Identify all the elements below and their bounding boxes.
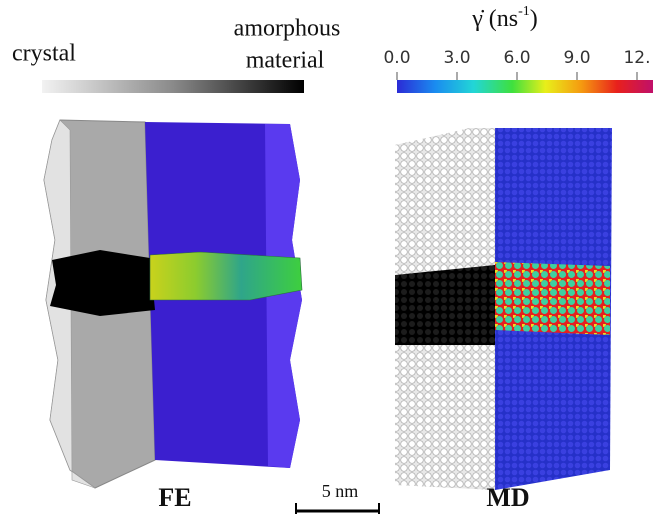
title: γ̇ (ns bbox=[471, 6, 518, 32]
colorbar bbox=[397, 80, 653, 93]
panel-label: MD bbox=[486, 483, 529, 512]
colorbar-tick-label: 9.0 bbox=[563, 48, 590, 68]
colorbar-ticks: 0.0 3.0 6.0 9.0 12. bbox=[383, 48, 651, 80]
scale-label: 5 nm bbox=[322, 481, 359, 501]
colorbar-tick-label: 0.0 bbox=[383, 48, 410, 68]
panel-label: FE bbox=[158, 483, 191, 512]
colorbar-tick-label: 3.0 bbox=[443, 48, 470, 68]
colorbar-tick-label: 6.0 bbox=[503, 48, 530, 68]
md-block bbox=[395, 128, 612, 490]
grayscale-bar bbox=[42, 80, 304, 93]
right-label: material bbox=[246, 48, 325, 74]
left-label: crystal bbox=[12, 41, 76, 67]
superscript: -1 bbox=[518, 4, 530, 19]
colorbar-tick-label: 12. bbox=[623, 48, 650, 68]
colorbar-title: γ̇ (ns-1) bbox=[471, 4, 538, 31]
title-close: ) bbox=[530, 6, 538, 32]
right-label: amorphous bbox=[234, 16, 341, 42]
fe-block bbox=[43, 119, 303, 489]
